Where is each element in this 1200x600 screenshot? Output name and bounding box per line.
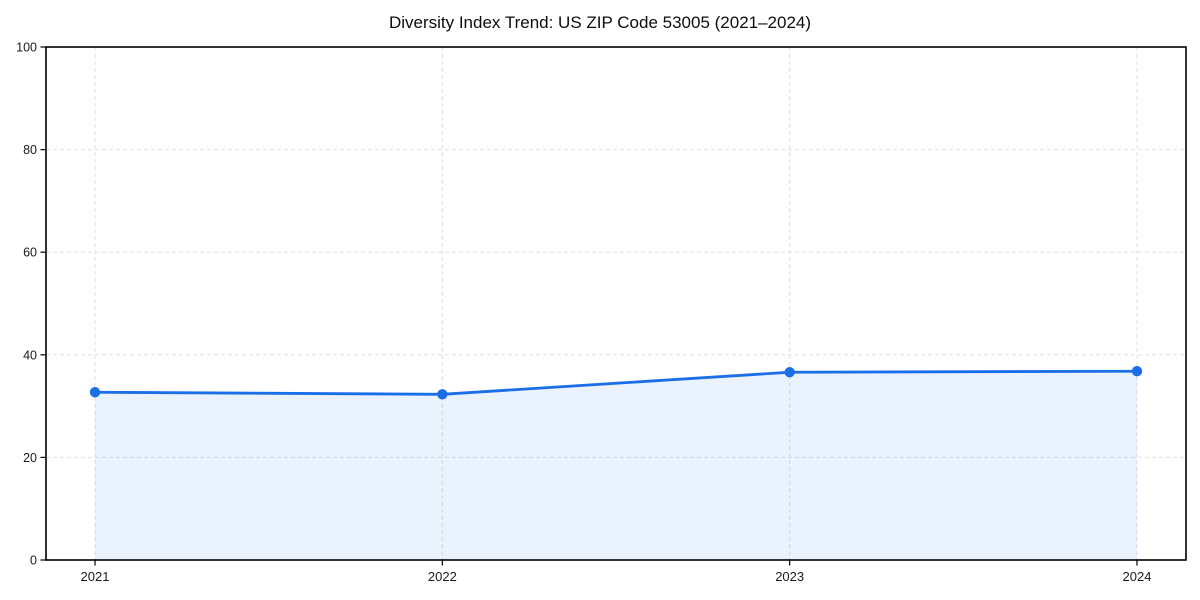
y-axis-tick-label: 20 bbox=[23, 451, 37, 465]
data-point-marker bbox=[1131, 366, 1143, 377]
x-axis-tick-label: 2024 bbox=[1123, 569, 1152, 584]
data-point-marker bbox=[89, 387, 101, 398]
x-axis-tick-label: 2021 bbox=[81, 569, 110, 584]
trend-line bbox=[93, 369, 1139, 396]
chart-title: Diversity Index Trend: US ZIP Code 53005… bbox=[388, 13, 812, 32]
x-axis-tick-label: 2023 bbox=[775, 569, 804, 584]
y-axis-tick-label: 60 bbox=[23, 246, 37, 260]
y-axis-tick-label: 0 bbox=[30, 554, 37, 568]
x-axis-tick-label: 2022 bbox=[428, 569, 457, 584]
y-axis-tick-label: 80 bbox=[23, 143, 37, 157]
data-point-marker bbox=[784, 367, 795, 378]
plot-border bbox=[45, 46, 1187, 561]
y-axis-tick-label: 40 bbox=[23, 348, 37, 362]
y-axis-tick-label: 100 bbox=[16, 41, 37, 55]
area-fill bbox=[95, 371, 1137, 560]
data-point-marker bbox=[437, 389, 448, 400]
